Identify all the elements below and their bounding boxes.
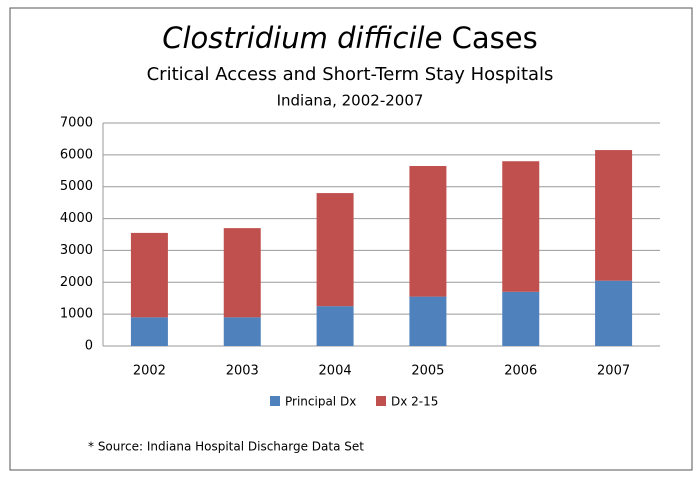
x-tick-label: 2007: [597, 364, 630, 379]
x-tick-label: 2003: [226, 364, 259, 379]
x-tick-label: 2005: [411, 364, 444, 379]
subtitle-2: Indiana, 2002-2007: [277, 92, 424, 110]
bar-segment: [316, 306, 354, 346]
y-tick-label: 3000: [60, 243, 93, 258]
legend-label: Dx 2-15: [391, 395, 438, 409]
bar-segment: [409, 296, 447, 346]
y-tick-label: 1000: [60, 307, 93, 322]
legend-swatch: [270, 396, 280, 406]
bar-segment: [595, 150, 633, 281]
y-tick-label: 7000: [60, 116, 93, 131]
y-tick-label: 2000: [60, 275, 93, 290]
bar-segment: [316, 193, 354, 307]
bar-segment: [130, 232, 168, 318]
source-note: * Source: Indiana Hospital Discharge Dat…: [88, 440, 364, 454]
bar-segment: [223, 228, 261, 318]
bar-segment: [409, 166, 447, 297]
x-tick-label: 2006: [504, 364, 537, 379]
y-tick-label: 4000: [60, 211, 93, 226]
y-tick-label: 6000: [60, 147, 93, 162]
x-tick-label: 2002: [133, 364, 166, 379]
title-rest: Cases: [452, 21, 538, 55]
bar-segment: [595, 280, 633, 346]
bar-segment: [130, 317, 168, 346]
legend-swatch: [376, 396, 386, 406]
x-tick-label: 2004: [319, 364, 352, 379]
bar-segment: [223, 317, 261, 346]
subtitle: Critical Access and Short-Term Stay Hosp…: [147, 64, 554, 85]
y-tick-label: 5000: [60, 179, 93, 194]
legend-label: Principal Dx: [285, 395, 356, 409]
y-tick-label: 0: [85, 339, 93, 354]
chart-title: Clostridium difficile Cases: [162, 21, 538, 55]
bar-segment: [502, 291, 540, 346]
title-italic: Clostridium difficile: [162, 21, 442, 55]
bar-segment: [502, 161, 540, 292]
